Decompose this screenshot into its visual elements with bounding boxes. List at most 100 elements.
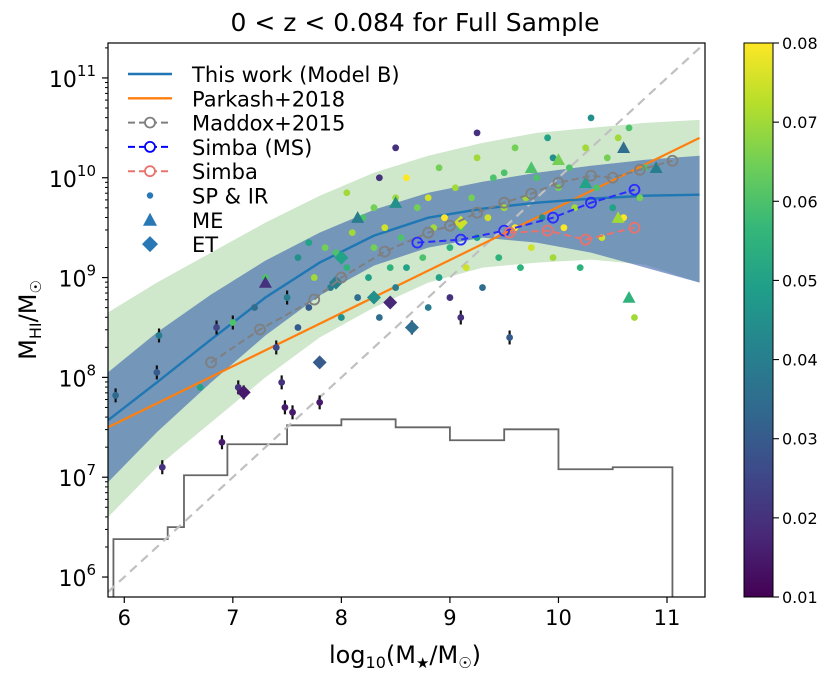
me-point	[551, 153, 565, 165]
legend-label: Parkash+2018	[192, 87, 345, 111]
sp-ir-point	[381, 224, 389, 232]
colorbar-ticks: 0.01 0.02 0.03 0.04 0.05 0.06 0.07 0.08	[773, 34, 818, 607]
simba-ms-marker	[411, 236, 424, 249]
et-point	[334, 250, 349, 265]
sp-ir-point	[370, 244, 378, 252]
et-point	[312, 355, 327, 370]
et-point	[383, 295, 398, 310]
et-point	[366, 290, 381, 305]
sp-ir-point	[582, 144, 589, 152]
sp-ir-point	[316, 398, 324, 406]
x-tick-label: 10	[545, 606, 572, 630]
sp-ir-point	[153, 369, 161, 376]
et-point	[404, 320, 419, 335]
chart-title: 0 < z < 0.084 for Full Sample	[231, 8, 600, 37]
maddox-2015-marker	[471, 206, 483, 219]
sp-ir-point	[506, 334, 514, 341]
sp-ir-point	[511, 144, 519, 152]
sp-ir-point	[631, 314, 638, 321]
colorbar-tick-label: 0.06	[782, 192, 818, 211]
x-tick-label: 11	[654, 606, 681, 630]
sp-ir-point	[112, 391, 119, 399]
sp-ir-point	[576, 264, 584, 271]
legend-label: ET	[192, 233, 218, 257]
sp-ir-point	[473, 129, 481, 137]
legend-swatch-marker	[144, 165, 156, 178]
me-point	[611, 211, 625, 223]
sp-ir-point	[435, 164, 443, 172]
sp-ir-point	[560, 224, 568, 232]
maddox-2015-marker	[335, 271, 348, 284]
x-axis-label-sub: 10	[366, 653, 386, 672]
x-axis-label-m: (M	[386, 641, 416, 669]
y-tick-label: 106	[58, 561, 96, 592]
sp-ir-point	[500, 169, 508, 177]
sp-ir-point	[365, 274, 372, 281]
sp-ir-point	[593, 184, 600, 192]
simba-marker	[541, 224, 554, 237]
y-tick-label: 1011	[49, 62, 96, 93]
one-to-one-line	[108, 43, 705, 593]
maddox-2015-marker	[552, 176, 565, 189]
sp-ir-point	[332, 249, 340, 257]
me-point	[351, 211, 365, 223]
sp-ir-point	[549, 154, 557, 162]
sp-ir-point	[565, 164, 573, 172]
y-tick-label: 109	[58, 262, 96, 293]
sp-ir-point	[403, 174, 410, 182]
sample-histogram	[112, 418, 674, 597]
legend-label: This work (Model B)	[191, 63, 400, 87]
model-b-inner-band	[108, 155, 700, 483]
sp-ir-point	[251, 304, 258, 311]
y-tick-label: 1010	[49, 162, 96, 193]
sp-ir-point	[446, 244, 454, 252]
colorbar-tick-label: 0.01	[782, 588, 818, 607]
sp-ir-point	[196, 383, 204, 391]
sp-ir-point	[375, 174, 383, 182]
sp-ir-point	[435, 274, 443, 281]
x-axis-label-log: log	[329, 641, 366, 669]
sp-ir-point	[419, 254, 427, 262]
simba-ms-line	[417, 188, 635, 244]
sp-ir-point	[544, 134, 552, 142]
sp-ir-point	[386, 264, 394, 271]
sp-ir-point	[310, 274, 318, 281]
me-point	[617, 141, 631, 154]
legend-label: Maddox+2015	[192, 112, 345, 136]
sp-ir-point	[457, 314, 465, 321]
maddox-2015-marker	[378, 245, 391, 258]
sp-ir-point	[272, 344, 280, 351]
parkash-2018-line	[108, 136, 701, 429]
y-axis-label-m: M	[14, 339, 42, 360]
sp-ir-point	[343, 264, 351, 271]
legend-label: Simba	[192, 160, 258, 184]
legend-label: Simba (MS)	[192, 136, 312, 160]
legend-label: SP & IR	[192, 185, 269, 209]
me-point	[622, 291, 636, 303]
y-axis-label-msun: /M	[14, 294, 42, 323]
legend-swatch-marker	[144, 116, 156, 129]
plot-area	[108, 43, 705, 597]
sp-ir-point	[281, 403, 289, 411]
sp-ir-point	[413, 204, 421, 212]
colorbar-tick-label: 0.07	[782, 113, 818, 132]
legend-swatch	[142, 236, 158, 253]
x-axis-label-msun: /M	[429, 641, 458, 669]
sp-ir-point	[392, 284, 400, 291]
sp-ir-point	[343, 189, 351, 197]
sp-ir-point	[234, 383, 242, 391]
sp-ir-point	[294, 324, 302, 331]
sp-ir-point	[462, 264, 470, 271]
sp-ir-point	[587, 114, 595, 122]
y-tick-label: 107	[58, 461, 96, 492]
sp-ir-point	[155, 332, 163, 339]
legend-swatch	[146, 192, 154, 199]
legend-label: ME	[192, 209, 223, 233]
sp-ir-point	[614, 134, 622, 142]
sp-ir-point	[441, 214, 448, 222]
maddox-2015-marker	[205, 356, 218, 369]
sp-ir-point	[603, 154, 611, 162]
simba-ms-marker	[498, 224, 511, 237]
maddox-2015-marker	[666, 154, 679, 167]
sp-ir-point	[549, 254, 557, 262]
